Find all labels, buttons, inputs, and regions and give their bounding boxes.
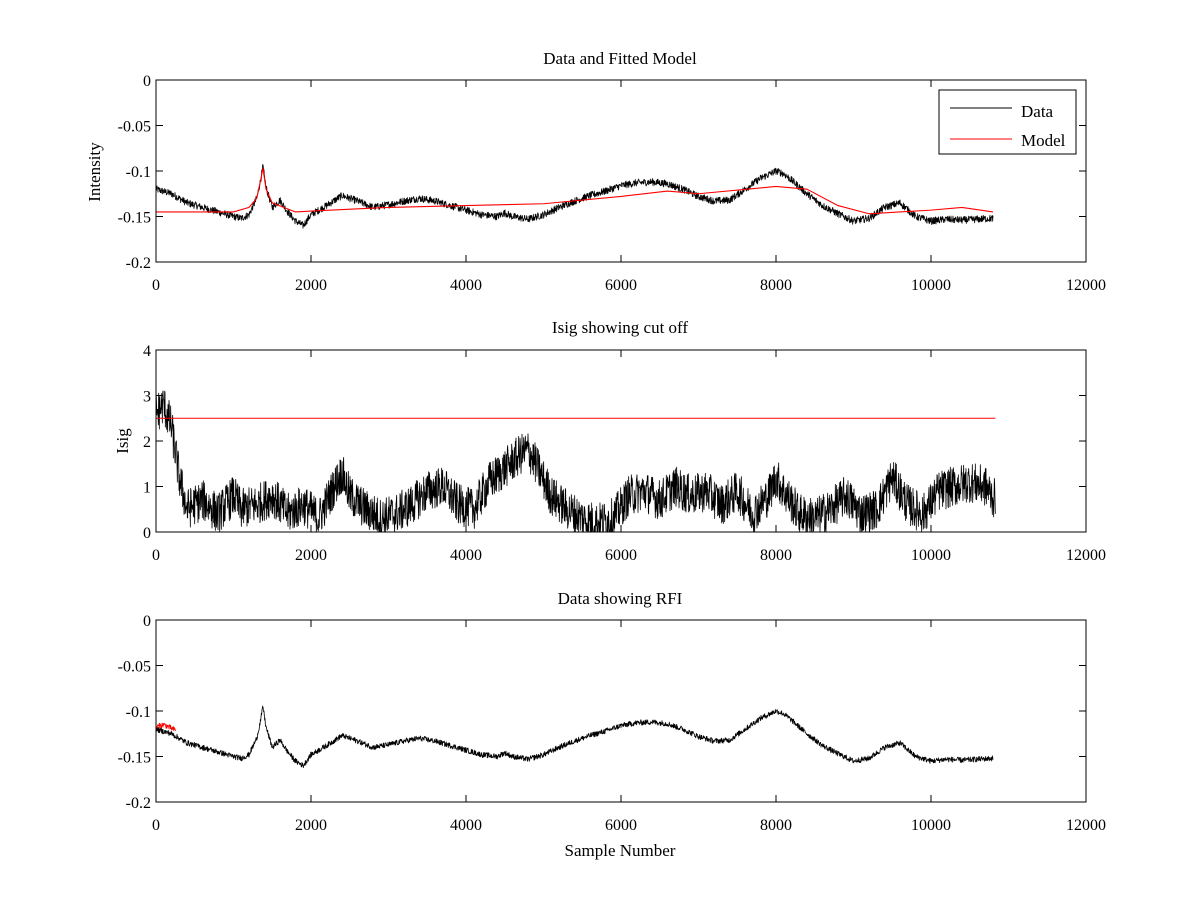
x-tick-label: 2000 [295, 277, 327, 294]
legend-label-data: Data [1021, 102, 1054, 121]
series-isig-line [155, 390, 996, 533]
series-layer [155, 705, 994, 769]
ticks-layer: 0 2000 4000 6000 8000 10000 12000 0 -0.05 -0.1 -0.… [118, 73, 1106, 294]
y-tick-label: -0.15 [118, 210, 151, 227]
series-data-line [155, 164, 994, 229]
x-tick-label: 6000 [605, 817, 637, 834]
y-tick-label: 4 [143, 343, 151, 360]
y-axis-label: Intensity [85, 142, 104, 202]
plot-title: Data showing RFI [558, 589, 683, 608]
series-rfi-line [155, 722, 176, 732]
y-tick-label: -0.2 [126, 795, 151, 812]
y-tick-label: 1 [143, 480, 151, 497]
legend-box [938, 89, 1077, 155]
series-layer [155, 164, 994, 229]
x-tick-label: 4000 [450, 817, 482, 834]
subplot-data-showing-rfi: Data showing RFI Sample Number 0 2000 4000… [118, 589, 1106, 860]
series-model-line [156, 167, 994, 215]
plot-frame [155, 349, 1087, 533]
plot-title: Isig showing cut off [552, 318, 688, 337]
ticks-layer: 0 2000 4000 6000 8000 10000 12000 0 -0.05 -0.1 -0.… [118, 613, 1106, 834]
y-tick-label: -0.1 [126, 704, 151, 721]
plot-title: Data and Fitted Model [543, 49, 697, 68]
legend-label-model: Model [1021, 131, 1066, 150]
y-tick-label: -0.2 [126, 255, 151, 272]
x-tick-label: 8000 [760, 547, 792, 564]
subplot-data-and-fitted-model: Data and Fitted Model Intensity 0 2000 400… [85, 49, 1106, 294]
x-tick-label: 4000 [450, 277, 482, 294]
plot-frame [155, 79, 1087, 263]
x-tick-label: 12000 [1066, 547, 1106, 564]
y-tick-label: 3 [143, 389, 151, 406]
series-layer [155, 390, 996, 533]
y-tick-label: 0 [143, 613, 151, 630]
x-tick-label: 10000 [911, 817, 951, 834]
x-tick-label: 4000 [450, 547, 482, 564]
subplot-isig-showing-cut-off: Isig showing cut off Isig 0 2000 4000 6000 8… [113, 318, 1106, 564]
x-tick-label: 12000 [1066, 277, 1106, 294]
x-tick-label: 8000 [760, 277, 792, 294]
x-tick-label: 10000 [911, 547, 951, 564]
y-tick-label: 0 [143, 525, 151, 542]
x-tick-label: 6000 [605, 277, 637, 294]
x-axis-label: Sample Number [565, 841, 676, 860]
x-tick-label: 10000 [911, 277, 951, 294]
y-tick-label: 0 [143, 73, 151, 90]
x-tick-label: 6000 [605, 547, 637, 564]
y-tick-label: 2 [143, 434, 151, 451]
x-tick-label: 2000 [295, 547, 327, 564]
y-tick-label: -0.15 [118, 750, 151, 767]
x-tick-label: 2000 [295, 817, 327, 834]
y-tick-label: -0.1 [126, 164, 151, 181]
legend: Data Model [938, 89, 1077, 155]
series-data-line [155, 705, 994, 769]
plot-frame [155, 619, 1087, 803]
x-tick-label: 12000 [1066, 817, 1106, 834]
y-tick-label: -0.05 [118, 659, 151, 676]
y-tick-label: -0.05 [118, 119, 151, 136]
x-tick-label: 0 [152, 277, 160, 294]
x-tick-label: 8000 [760, 817, 792, 834]
ticks-layer: 0 2000 4000 6000 8000 10000 12000 4 3 2 1 0 [143, 343, 1106, 564]
x-tick-label: 0 [152, 547, 160, 564]
y-axis-label: Isig [113, 428, 132, 454]
x-tick-label: 0 [152, 817, 160, 834]
